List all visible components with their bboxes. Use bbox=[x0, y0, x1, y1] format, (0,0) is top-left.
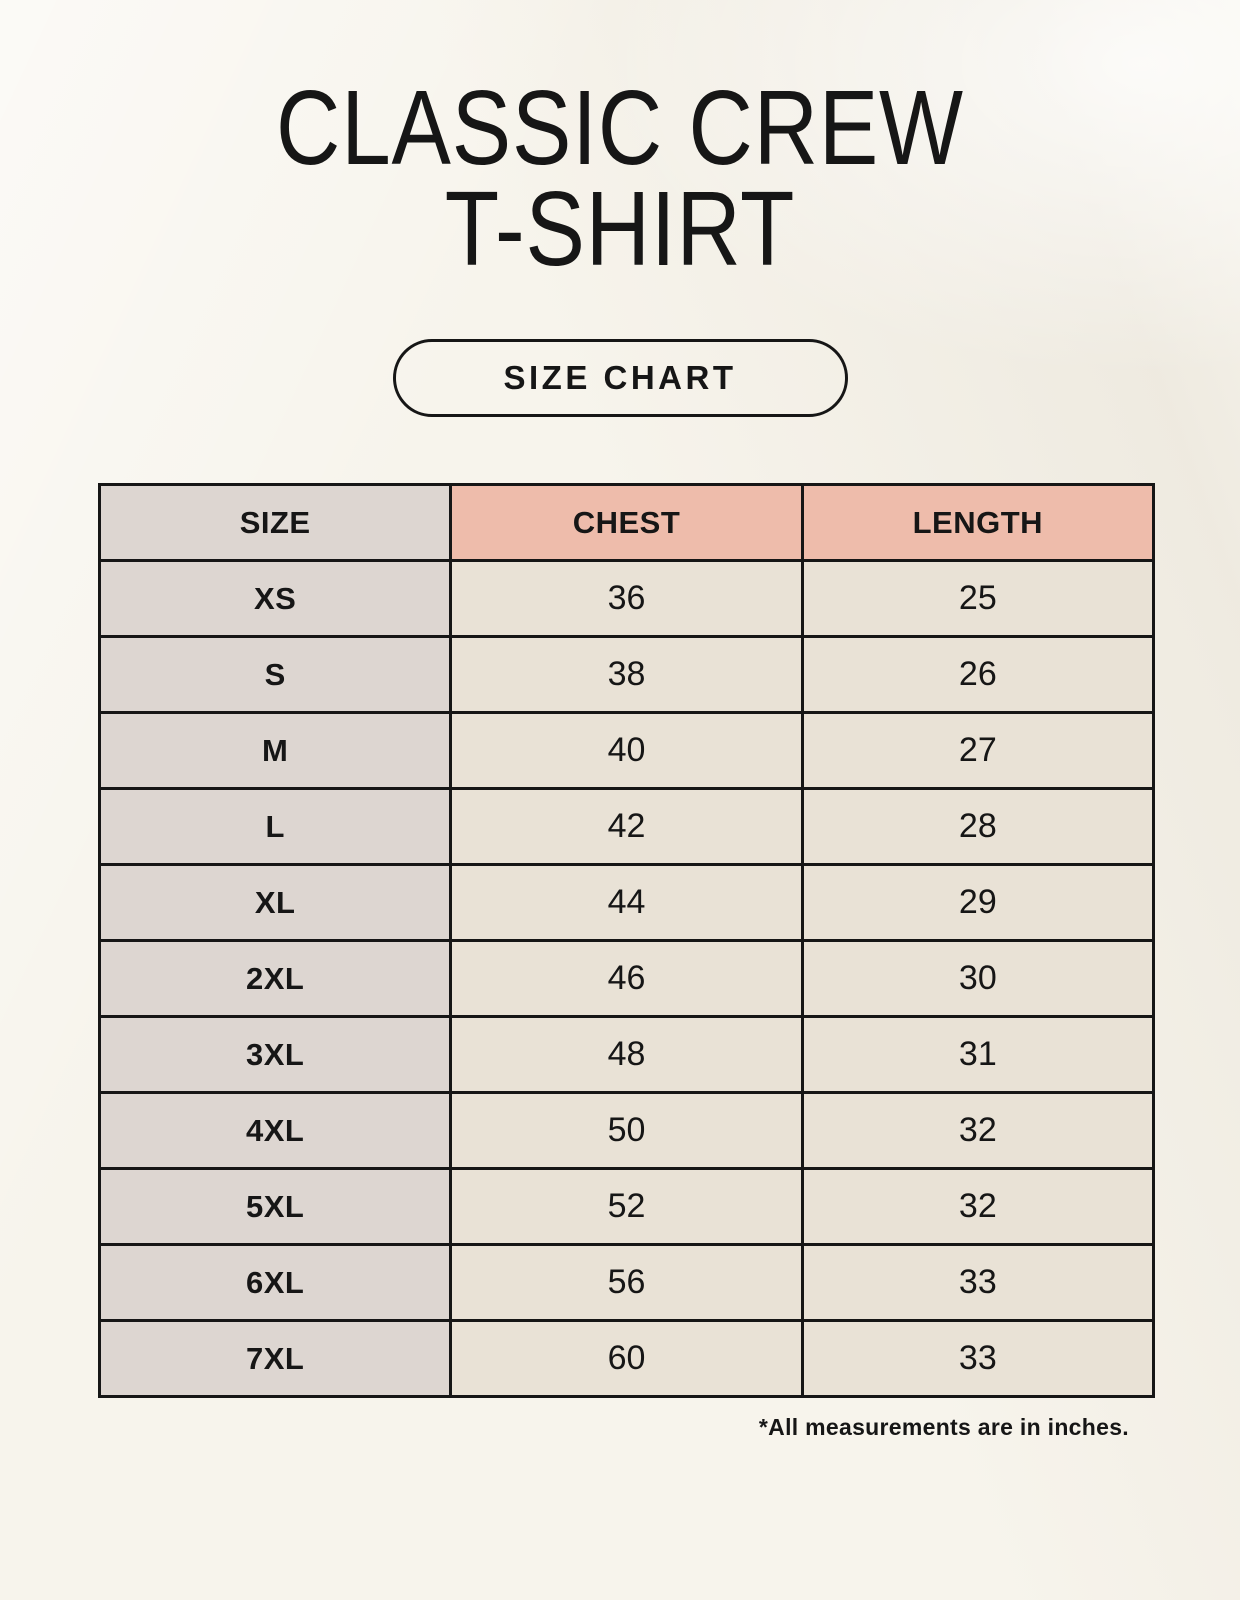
length-value: 32 bbox=[800, 1167, 1156, 1247]
size-label: 5XL bbox=[97, 1167, 453, 1247]
table-row: XS 36 25 bbox=[97, 559, 1156, 639]
table-row: M 40 27 bbox=[97, 711, 1156, 791]
chest-value: 38 bbox=[449, 635, 804, 715]
column-header-length: LENGTH bbox=[800, 483, 1156, 563]
size-chart-badge: SIZE CHART bbox=[392, 339, 848, 418]
size-label: 4XL bbox=[97, 1091, 453, 1171]
chest-value: 40 bbox=[449, 711, 804, 791]
length-value: 27 bbox=[800, 711, 1156, 791]
length-value: 25 bbox=[800, 559, 1156, 639]
chest-value: 48 bbox=[449, 1015, 804, 1095]
table-body: XS 36 25 S 38 26 M 40 27 L 42 28 XL 44 29 2XL 46 30 3XL 48 3… bbox=[97, 559, 1156, 1399]
chest-value: 36 bbox=[449, 559, 804, 639]
chest-value: 56 bbox=[449, 1243, 804, 1323]
chest-value: 52 bbox=[449, 1167, 804, 1247]
table-row: 3XL 48 31 bbox=[97, 1015, 1156, 1095]
chest-value: 44 bbox=[449, 863, 804, 943]
size-label: 6XL bbox=[97, 1243, 453, 1323]
length-value: 31 bbox=[800, 1015, 1156, 1095]
column-header-chest: CHEST bbox=[449, 483, 804, 563]
chest-value: 42 bbox=[449, 787, 804, 867]
size-label: S bbox=[97, 635, 453, 715]
table-row: 6XL 56 33 bbox=[97, 1243, 1156, 1323]
page-title: CLASSIC CREW T-SHIRT bbox=[276, 69, 964, 288]
chest-value: 46 bbox=[449, 939, 804, 1019]
table-row: XL 44 29 bbox=[97, 863, 1156, 943]
table-row: S 38 26 bbox=[97, 635, 1156, 715]
length-value: 33 bbox=[800, 1319, 1156, 1399]
table-header-row: SIZE CHEST LENGTH bbox=[97, 483, 1156, 563]
column-header-size: SIZE bbox=[97, 483, 453, 563]
length-value: 30 bbox=[800, 939, 1156, 1019]
length-value: 33 bbox=[800, 1243, 1156, 1323]
size-label: 2XL bbox=[97, 939, 453, 1019]
size-label: 3XL bbox=[97, 1015, 453, 1095]
size-label: 7XL bbox=[97, 1319, 453, 1399]
table-row: 2XL 46 30 bbox=[97, 939, 1156, 1019]
length-value: 32 bbox=[800, 1091, 1156, 1171]
table-row: 7XL 60 33 bbox=[97, 1319, 1156, 1399]
length-value: 26 bbox=[800, 635, 1156, 715]
length-value: 29 bbox=[800, 863, 1156, 943]
size-label: XL bbox=[97, 863, 453, 943]
size-chart-badge-label: SIZE CHART bbox=[503, 359, 737, 397]
chest-value: 50 bbox=[449, 1091, 804, 1171]
measurements-note: *All measurements are in inches. bbox=[758, 1414, 1129, 1441]
table-row: L 42 28 bbox=[97, 787, 1156, 867]
table-row: 5XL 52 32 bbox=[97, 1167, 1156, 1247]
size-chart-table: SIZE CHEST LENGTH XS 36 25 S 38 26 M 40 27 L 42 28 X… bbox=[97, 483, 1156, 1399]
table-row: 4XL 50 32 bbox=[97, 1091, 1156, 1171]
chest-value: 60 bbox=[449, 1319, 804, 1399]
size-label: XS bbox=[97, 559, 453, 639]
size-label: L bbox=[97, 787, 453, 867]
length-value: 28 bbox=[800, 787, 1156, 867]
size-label: M bbox=[97, 711, 453, 791]
